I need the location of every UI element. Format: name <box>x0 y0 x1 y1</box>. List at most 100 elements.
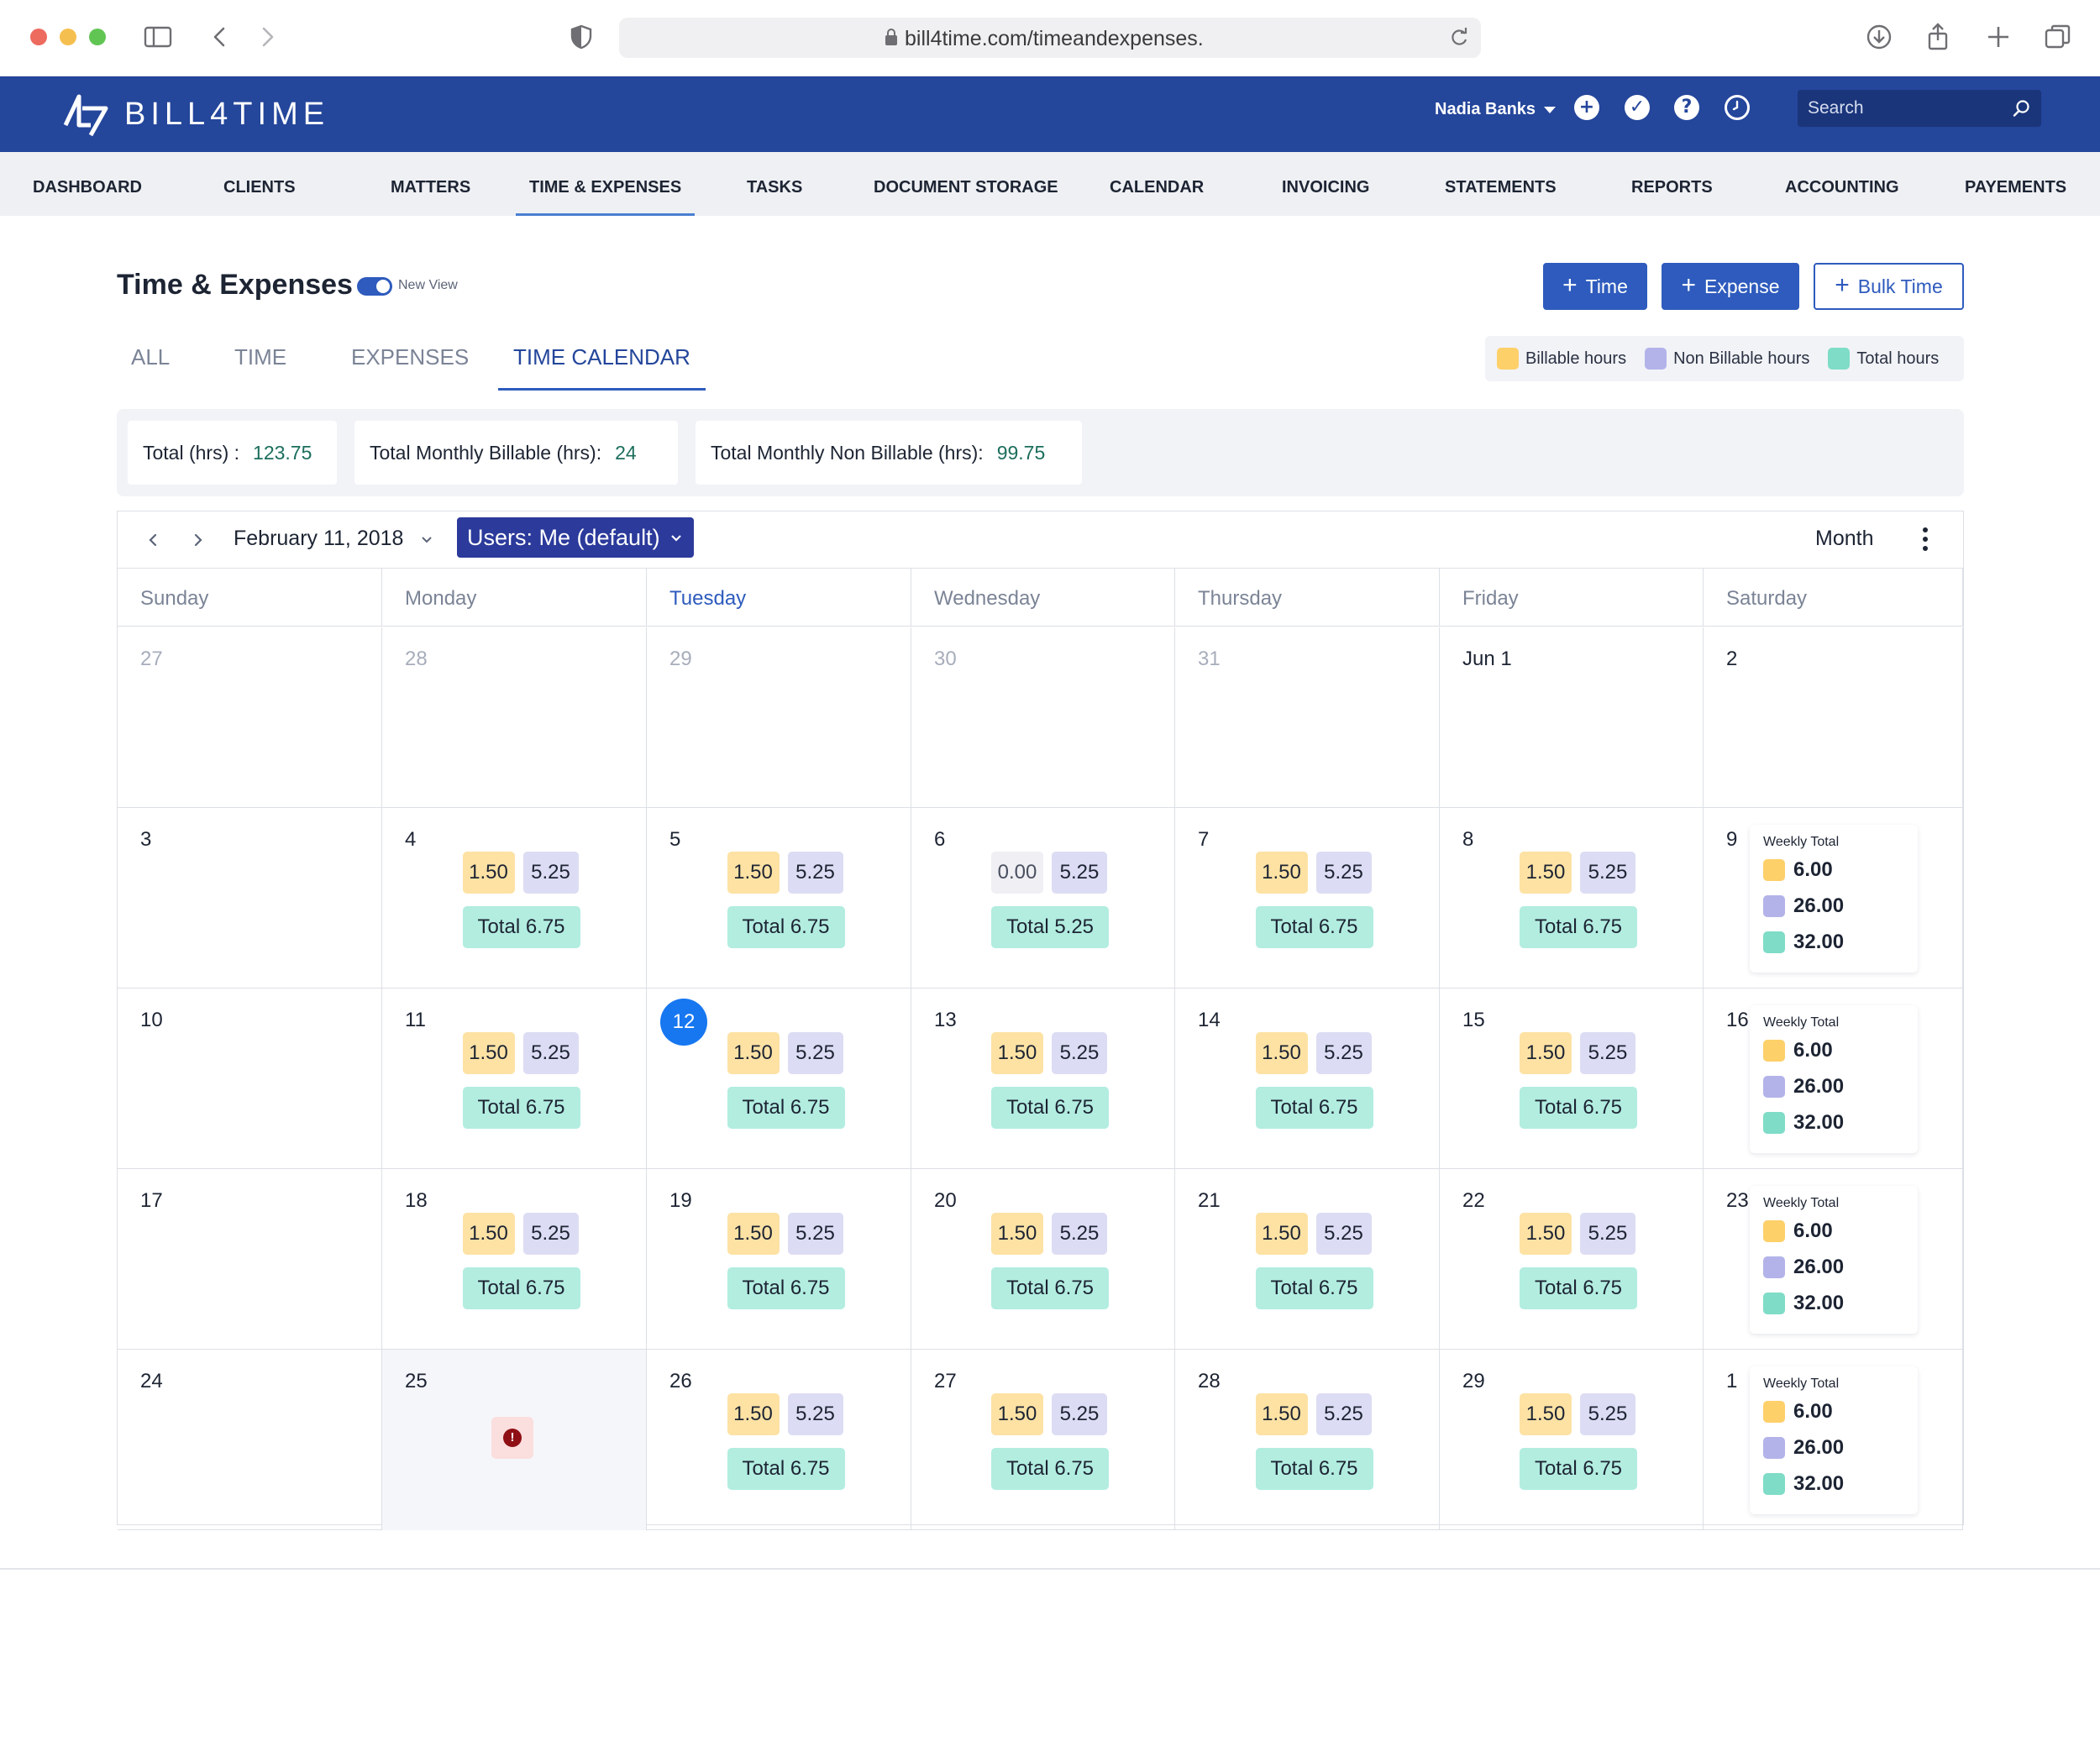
non-billable-hours-chip[interactable]: 5.25 <box>1052 1213 1107 1255</box>
calendar-day-cell[interactable]: 21 1.50 5.25 Total 6.75 <box>1175 1169 1440 1350</box>
non-billable-hours-chip[interactable]: 5.25 <box>522 1032 579 1074</box>
total-hours-chip[interactable]: Total 6.75 <box>1520 1087 1637 1129</box>
total-hours-chip[interactable]: Total 6.75 <box>727 1087 845 1129</box>
billable-hours-chip[interactable]: 1.50 <box>1520 1213 1572 1255</box>
help-circle-icon[interactable]: ? <box>1674 95 1699 120</box>
total-hours-chip[interactable]: Total 6.75 <box>1255 1448 1373 1490</box>
billable-hours-chip[interactable]: 1.50 <box>991 1213 1043 1255</box>
calendar-day-cell[interactable]: 25! <box>382 1350 647 1530</box>
nav-item-dashboard[interactable]: Dashboard <box>33 178 142 197</box>
total-hours-chip[interactable]: Total 6.75 <box>1520 906 1637 948</box>
billable-hours-chip[interactable]: 0.00 <box>991 852 1043 894</box>
downloads-icon[interactable] <box>1864 22 1894 52</box>
forward-arrow-icon[interactable] <box>252 22 282 52</box>
nav-item-invoicing[interactable]: Invoicing <box>1282 178 1370 197</box>
add-expense-button[interactable]: + Expense <box>1662 263 1799 310</box>
nav-item-document-storage[interactable]: Document Storage <box>874 178 1058 197</box>
share-icon[interactable] <box>1923 22 1953 52</box>
total-hours-chip[interactable]: Total 6.75 <box>727 1448 845 1490</box>
add-circle-icon[interactable]: + <box>1574 95 1599 120</box>
nav-item-time-expenses[interactable]: Time & Expenses <box>515 152 696 216</box>
search-input[interactable] <box>1808 90 2001 127</box>
nav-item-matters[interactable]: Matters <box>391 178 471 197</box>
calendar-day-cell[interactable]: 14 1.50 5.25 Total 6.75 <box>1175 988 1440 1169</box>
billable-hours-chip[interactable]: 1.50 <box>462 1213 515 1255</box>
billable-hours-chip[interactable]: 1.50 <box>727 1393 780 1435</box>
nav-item-accounting[interactable]: Accounting <box>1785 178 1899 197</box>
total-hours-chip[interactable]: Total 6.75 <box>1520 1267 1637 1309</box>
calendar-day-cell[interactable]: 28 1.50 5.25 Total 6.75 <box>1175 1350 1440 1530</box>
billable-hours-chip[interactable]: 1.50 <box>727 1213 780 1255</box>
prev-month-icon[interactable] <box>141 528 165 552</box>
billable-hours-chip[interactable]: 1.50 <box>1255 1032 1308 1074</box>
calendar-day-cell[interactable]: 23 Weekly Total 6.00 26.00 32.00 <box>1704 1169 1963 1350</box>
nav-item-tasks[interactable]: Tasks <box>747 178 803 197</box>
total-hours-chip[interactable]: Total 6.75 <box>462 1267 580 1309</box>
day-hours-entry[interactable]: 1.50 5.25 Total 6.75 <box>1255 1032 1424 1141</box>
total-hours-chip[interactable]: Total 6.75 <box>1255 1087 1373 1129</box>
nav-item-payements[interactable]: Payements <box>1965 178 2067 197</box>
error-indicator[interactable]: ! <box>491 1417 533 1459</box>
day-hours-entry[interactable]: 1.50 5.25 Total 6.75 <box>1255 1213 1424 1322</box>
calendar-day-cell[interactable]: 15 1.50 5.25 Total 6.75 <box>1440 988 1704 1169</box>
day-hours-entry[interactable]: 1.50 5.25 Total 6.75 <box>991 1213 1159 1322</box>
billable-hours-chip[interactable]: 1.50 <box>1255 852 1308 894</box>
non-billable-hours-chip[interactable]: 5.25 <box>1052 1032 1107 1074</box>
billable-hours-chip[interactable]: 1.50 <box>1520 1393 1572 1435</box>
total-hours-chip[interactable]: Total 6.75 <box>1520 1448 1637 1490</box>
calendar-day-cell[interactable]: 4 1.50 5.25 Total 6.75 <box>382 808 647 988</box>
billable-hours-chip[interactable]: 1.50 <box>462 852 515 894</box>
calendar-day-cell[interactable]: 24 <box>118 1350 382 1530</box>
day-hours-entry[interactable]: 1.50 5.25 Total 6.75 <box>727 852 895 961</box>
add-time-button[interactable]: + Time <box>1543 263 1647 310</box>
user-menu[interactable]: Nadia Banks <box>1435 100 1557 119</box>
calendar-day-cell[interactable]: 3 <box>118 808 382 988</box>
day-hours-entry[interactable]: 1.50 5.25 Total 6.75 <box>1255 1393 1424 1502</box>
calendar-day-cell[interactable]: 30 <box>911 627 1175 808</box>
tab-time-calendar[interactable]: Time Calendar <box>498 344 706 391</box>
bulk-time-button[interactable]: + Bulk Time <box>1814 263 1964 310</box>
address-bar[interactable]: bill4time.com/timeandexpenses. <box>619 18 1481 58</box>
tab-all[interactable]: All <box>131 344 171 370</box>
next-month-icon[interactable] <box>186 528 210 552</box>
reload-icon[interactable] <box>1447 26 1471 50</box>
nav-item-clients[interactable]: Clients <box>223 178 296 197</box>
non-billable-hours-chip[interactable]: 5.25 <box>1580 852 1635 894</box>
calendar-day-cell[interactable]: 20 1.50 5.25 Total 6.75 <box>911 1169 1175 1350</box>
total-hours-chip[interactable]: Total 6.75 <box>1255 906 1373 948</box>
calendar-day-cell[interactable]: 17 <box>118 1169 382 1350</box>
sidebar-toggle-icon[interactable] <box>143 22 173 52</box>
total-hours-chip[interactable]: Total 6.75 <box>991 1267 1109 1309</box>
calendar-day-cell[interactable]: 26 1.50 5.25 Total 6.75 <box>647 1350 911 1530</box>
calendar-day-cell[interactable]: 5 1.50 5.25 Total 6.75 <box>647 808 911 988</box>
day-hours-entry[interactable]: 1.50 5.25 Total 6.75 <box>1520 1213 1688 1322</box>
non-billable-hours-chip[interactable]: 5.25 <box>787 852 843 894</box>
calendar-day-cell[interactable]: 29 1.50 5.25 Total 6.75 <box>1440 1350 1704 1530</box>
billable-hours-chip[interactable]: 1.50 <box>1520 1032 1572 1074</box>
new-tab-icon[interactable] <box>1983 22 2013 52</box>
calendar-day-cell[interactable]: 2 <box>1704 627 1963 808</box>
calendar-day-cell[interactable]: 29 <box>647 627 911 808</box>
non-billable-hours-chip[interactable]: 5.25 <box>787 1213 843 1255</box>
nav-item-statements[interactable]: Statements <box>1445 178 1557 197</box>
non-billable-hours-chip[interactable]: 5.25 <box>1580 1393 1635 1435</box>
calendar-day-cell[interactable]: 31 <box>1175 627 1440 808</box>
privacy-shield-icon[interactable] <box>566 22 596 52</box>
search-icon[interactable] <box>2011 98 2031 118</box>
billable-hours-chip[interactable]: 1.50 <box>1255 1213 1308 1255</box>
day-hours-entry[interactable]: 1.50 5.25 Total 6.75 <box>1520 852 1688 961</box>
users-filter-dropdown[interactable]: Users: Me (default) <box>457 517 694 558</box>
calendar-day-cell[interactable]: 28 <box>382 627 647 808</box>
total-hours-chip[interactable]: Total 5.25 <box>991 906 1109 948</box>
non-billable-hours-chip[interactable]: 5.25 <box>1315 852 1372 894</box>
total-hours-chip[interactable]: Total 6.75 <box>462 1087 580 1129</box>
billable-hours-chip[interactable]: 1.50 <box>462 1032 515 1074</box>
calendar-day-cell[interactable]: 18 1.50 5.25 Total 6.75 <box>382 1169 647 1350</box>
calendar-day-cell[interactable]: 10 <box>118 988 382 1169</box>
view-selector[interactable]: Month <box>1815 527 1874 550</box>
back-arrow-icon[interactable] <box>205 22 235 52</box>
billable-hours-chip[interactable]: 1.50 <box>991 1393 1043 1435</box>
calendar-day-cell[interactable]: 1 Weekly Total 6.00 26.00 32.00 <box>1704 1350 1963 1530</box>
calendar-day-cell[interactable]: 16 Weekly Total 6.00 26.00 32.00 <box>1704 988 1963 1169</box>
non-billable-hours-chip[interactable]: 5.25 <box>522 1213 579 1255</box>
